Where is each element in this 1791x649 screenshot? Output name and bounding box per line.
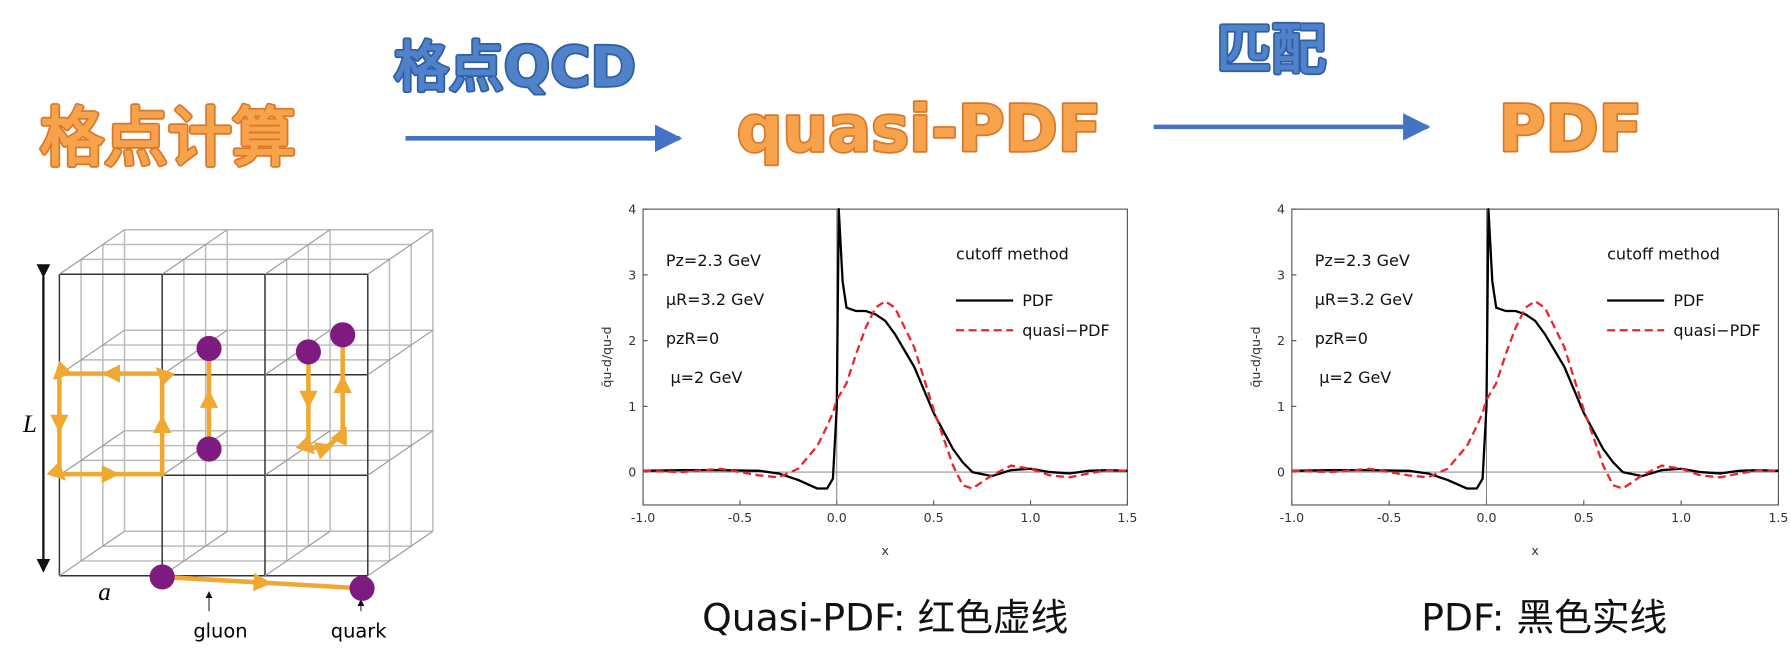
x-tick-label: 0.5	[924, 510, 944, 525]
x-tick-label: 0.5	[1574, 510, 1594, 525]
annotation: pzR=0	[666, 329, 719, 348]
annotation: μ=2 GeV	[1319, 368, 1391, 387]
x-tick-label: 0.0	[827, 510, 847, 525]
gluon-label: gluon	[193, 619, 247, 642]
lattice-line	[59, 430, 125, 476]
y-tick-label: 2	[628, 333, 636, 348]
step-lattice: 格点计算	[40, 102, 296, 176]
quark-dot	[196, 335, 222, 362]
plot-frame	[1291, 208, 1780, 506]
legend-label: quasi−PDF	[1673, 321, 1760, 340]
y-tick-label: 0	[628, 465, 636, 480]
step-pdf: PDF	[1499, 93, 1643, 167]
lattice-line	[367, 229, 434, 275]
x-tick-label: -0.5	[728, 510, 752, 525]
y-axis-label: q̄u-d/qu-d	[599, 327, 614, 388]
legend-title: cutoff method	[1607, 244, 1720, 263]
step-quasi-pdf: quasi-PDF	[737, 93, 1102, 167]
series-line	[1291, 207, 1779, 490]
lattice-line	[367, 530, 434, 577]
y-tick-label: 2	[1277, 333, 1285, 348]
spacing-label: a	[98, 579, 111, 606]
legend-label: PDF	[1022, 291, 1053, 310]
lattice-diagram: L a gluon quark	[22, 228, 434, 642]
x-tick-label: -1.0	[1280, 510, 1304, 525]
legend-label: quasi−PDF	[1022, 321, 1109, 340]
wilson-loop	[59, 374, 162, 475]
quark-dot	[349, 575, 375, 601]
lattice-line	[264, 430, 331, 476]
y-axis-label: q̄u-d/qu-d	[1248, 327, 1263, 388]
x-axis-label: x	[1531, 543, 1539, 558]
y-tick-label: 4	[628, 202, 636, 217]
y-tick-label: 3	[1277, 267, 1285, 282]
link	[295, 334, 352, 460]
quark-dot	[295, 339, 321, 365]
quark-label: quark	[331, 619, 387, 642]
quark-dot	[196, 436, 222, 462]
lattice-line	[367, 329, 434, 376]
y-tick-label: 0	[1277, 465, 1285, 480]
annotation: pzR=0	[1315, 329, 1368, 348]
lattice-line	[59, 329, 125, 376]
lattice-line	[59, 530, 125, 577]
x-tick-label: 0.0	[1477, 510, 1497, 525]
chart: 0 1 2 3 4 -1.0 -0.5 0.0 0.5 1.0 1.5 x q̄u-d/qu-d Pz=2…	[599, 202, 1137, 559]
x-tick-label: 1.5	[1768, 510, 1788, 525]
caption: PDF: 黑色实线	[1421, 596, 1667, 640]
lattice-line	[264, 229, 331, 275]
quark-dot	[330, 322, 356, 348]
legend-title: cutoff method	[956, 244, 1069, 263]
x-tick-label: 1.0	[1021, 510, 1041, 525]
annotation: μR=3.2 GeV	[1315, 290, 1413, 309]
method-matching: 匹配	[1216, 18, 1326, 82]
annotation: Pz=2.3 GeV	[1315, 251, 1410, 270]
x-tick-label: 1.5	[1117, 510, 1137, 525]
x-tick-label: -0.5	[1377, 510, 1401, 525]
legend-label: PDF	[1673, 291, 1704, 310]
caption: Quasi-PDF: 红色虚线	[702, 596, 1068, 640]
x-axis-label: x	[882, 543, 890, 558]
lattice-line	[161, 530, 228, 577]
series-line	[643, 207, 1128, 490]
series-line	[643, 300, 1128, 490]
annotation: μ=2 GeV	[670, 368, 742, 387]
lattice-line	[264, 530, 331, 577]
y-tick-label: 1	[628, 399, 636, 414]
plot-frame	[642, 208, 1128, 506]
x-tick-label: -1.0	[631, 510, 655, 525]
lattice-line	[367, 430, 434, 476]
y-tick-label: 3	[628, 267, 636, 282]
y-tick-label: 1	[1277, 399, 1285, 414]
quark-dot	[149, 564, 175, 590]
series-line	[1291, 300, 1779, 490]
y-tick-label: 4	[1277, 202, 1285, 217]
gluon-link	[162, 572, 363, 592]
size-label: L	[22, 411, 37, 438]
x-tick-label: 1.0	[1671, 510, 1691, 525]
method-lattice-qcd: 格点QCD	[394, 35, 636, 99]
chart: 0 1 2 3 4 -1.0 -0.5 0.0 0.5 1.0 1.5 x q̄u-d/qu-d Pz=2…	[1248, 202, 1789, 559]
lattice-line	[161, 229, 228, 275]
lattice-line	[59, 229, 125, 275]
annotation: Pz=2.3 GeV	[666, 251, 761, 270]
annotation: μR=3.2 GeV	[666, 290, 764, 309]
